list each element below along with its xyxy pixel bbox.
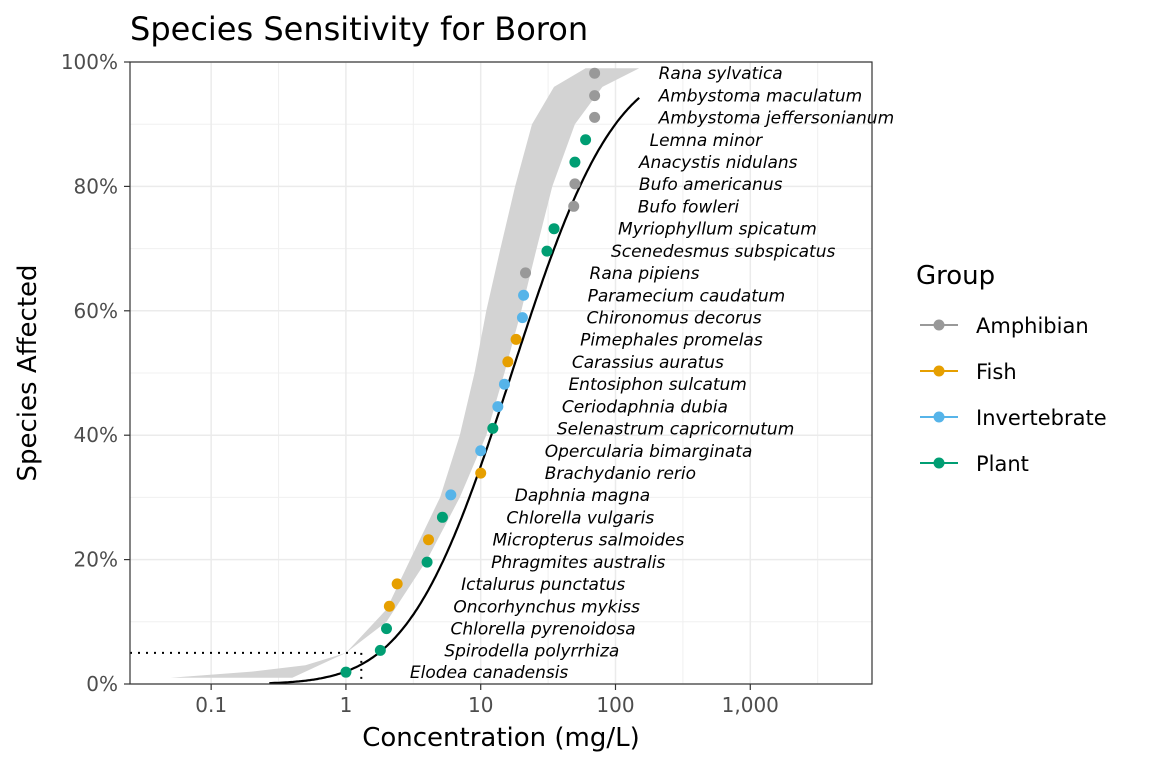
data-point (518, 289, 530, 301)
y-tick-label: 80% (74, 174, 118, 198)
species-label: Anacystis nidulans (638, 153, 798, 173)
species-label: Micropterus salmoides (493, 531, 685, 551)
species-label: Chlorella pyrenoidosa (451, 620, 636, 640)
data-point (374, 644, 386, 656)
data-point (381, 623, 393, 635)
legend-key-point (933, 457, 945, 469)
species-label: Bufo fowleri (638, 197, 740, 217)
data-point (580, 134, 592, 146)
species-label: Daphnia magna (515, 486, 650, 506)
x-axis-title: Concentration (mg/L) (362, 723, 640, 753)
species-label: Carassius auratus (572, 353, 724, 373)
data-point (516, 312, 528, 324)
species-label: Ceriodaphnia dubia (562, 398, 728, 418)
data-point (541, 245, 553, 257)
species-label: Opercularia bimarginata (545, 442, 753, 462)
data-point (510, 333, 522, 345)
data-point (492, 401, 504, 413)
data-point (548, 223, 560, 235)
y-tick-label: 20% (74, 548, 118, 572)
species-label: Entosiphon sulcatum (568, 375, 746, 395)
data-point (445, 489, 457, 501)
confidence-band (170, 68, 680, 678)
hc5-reference-layer (130, 651, 363, 684)
species-label: Ictalurus punctatus (461, 575, 625, 595)
fitted-curve-layer (269, 96, 640, 685)
x-tick-label: 10 (468, 693, 493, 717)
legend-label: Amphibian (976, 314, 1089, 338)
species-label: Oncorhynchus mykiss (453, 597, 640, 617)
data-point (436, 511, 448, 523)
data-point (423, 534, 435, 546)
data-point (589, 111, 601, 123)
data-point (475, 445, 487, 457)
confidence-band-layer (170, 68, 680, 678)
species-label: Lemna minor (650, 131, 764, 151)
data-point (498, 378, 510, 390)
species-label: Scenedesmus subspicatus (611, 242, 836, 262)
species-label: Phragmites australis (491, 553, 665, 573)
data-point (569, 156, 581, 168)
data-point (568, 200, 580, 212)
species-label: Paramecium caudatum (588, 286, 786, 306)
species-label: Myriophyllum spicatum (618, 220, 817, 240)
legend-key-point (933, 365, 945, 377)
species-label: Ambystoma jeffersonianum (658, 108, 895, 128)
data-point (589, 67, 601, 79)
y-tick-label: 100% (61, 50, 118, 74)
species-label: Chlorella vulgaris (506, 508, 654, 528)
plot-panel (130, 61, 872, 685)
data-point (340, 666, 352, 678)
species-label: Elodea canadensis (410, 663, 568, 683)
data-point (589, 90, 601, 102)
data-point (520, 267, 532, 279)
legend-label: Plant (976, 452, 1029, 476)
species-label: Pimephales promelas (580, 330, 763, 350)
x-axis-ticks: 0.1 1 10 100 1,000 (195, 684, 779, 717)
y-axis-title: Species Affected (13, 264, 43, 481)
data-point (487, 422, 499, 434)
species-label: Bufo americanus (639, 175, 783, 195)
data-point (383, 600, 395, 612)
data-point (569, 178, 581, 190)
x-tick-label: 1,000 (722, 693, 779, 717)
panel-border (129, 61, 873, 685)
y-tick-label: 0% (86, 672, 118, 696)
species-label: Chironomus decorus (586, 309, 761, 329)
data-point (475, 467, 487, 479)
species-label: Brachydanio rerio (545, 464, 696, 484)
species-label: Rana sylvatica (659, 64, 783, 84)
species-label: Ambystoma maculatum (658, 87, 863, 107)
data-point (391, 578, 403, 590)
legend-label: Fish (976, 360, 1017, 384)
legend: Group Amphibian Fish Invertebrate Plant (916, 261, 1107, 476)
points-layer (340, 67, 601, 678)
data-point (502, 356, 514, 368)
legend-title: Group (916, 261, 995, 291)
x-tick-label: 100 (596, 693, 634, 717)
x-tick-label: 1 (340, 693, 353, 717)
data-point (421, 556, 433, 568)
y-tick-label: 60% (74, 299, 118, 323)
legend-key-point (933, 411, 945, 423)
x-tick-label: 0.1 (195, 693, 227, 717)
legend-key-point (933, 319, 945, 331)
y-axis-ticks: 0% 20% 40% 60% 80% 100% (61, 50, 130, 696)
chart-title: Species Sensitivity for Boron (130, 10, 588, 48)
y-tick-label: 40% (74, 423, 118, 447)
species-label: Rana pipiens (590, 264, 700, 284)
species-label: Spirodella polyrrhiza (444, 641, 619, 661)
species-label: Selenastrum capricornutum (557, 419, 794, 439)
fitted-curve (269, 96, 640, 685)
legend-label: Invertebrate (976, 406, 1107, 430)
